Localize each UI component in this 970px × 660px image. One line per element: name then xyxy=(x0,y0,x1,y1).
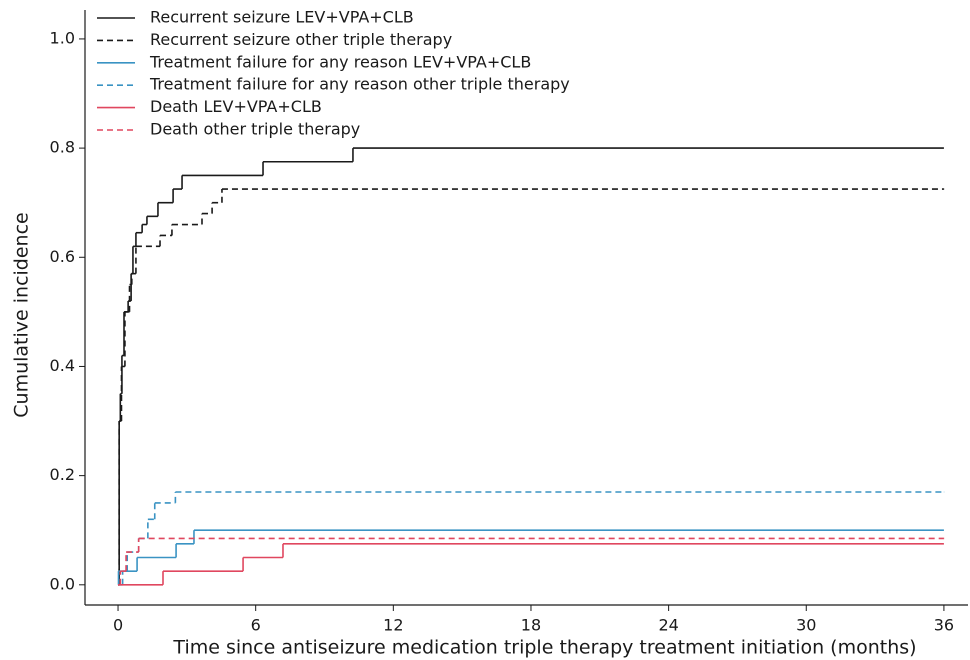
legend-label: Death other triple therapy xyxy=(150,120,360,139)
x-tick-label: 12 xyxy=(383,616,403,635)
x-tick-label: 18 xyxy=(521,616,541,635)
x-tick-label: 36 xyxy=(934,616,954,635)
legend-label: Recurrent seizure other triple therapy xyxy=(150,30,452,49)
y-tick-label: 0.6 xyxy=(50,247,75,266)
y-axis-title: Cumulative incidence xyxy=(11,212,33,417)
legend-label: Recurrent seizure LEV+VPA+CLB xyxy=(150,8,414,27)
x-tick-label: 24 xyxy=(658,616,678,635)
legend-label: Treatment failure for any reason LEV+VPA… xyxy=(149,52,531,71)
legend-label: Death LEV+VPA+CLB xyxy=(150,97,322,116)
y-tick-label: 0.2 xyxy=(50,465,75,484)
y-tick-label: 0.4 xyxy=(50,356,75,375)
y-tick-label: 0.0 xyxy=(50,574,75,593)
y-tick-label: 1.0 xyxy=(50,28,75,47)
x-axis-title: Time since antiseizure medication triple… xyxy=(172,637,916,659)
x-tick-label: 30 xyxy=(796,616,816,635)
x-tick-label: 0 xyxy=(113,616,123,635)
legend-label: Treatment failure for any reason other t… xyxy=(149,75,570,94)
y-tick-label: 0.8 xyxy=(50,138,75,157)
x-tick-label: 6 xyxy=(251,616,261,635)
